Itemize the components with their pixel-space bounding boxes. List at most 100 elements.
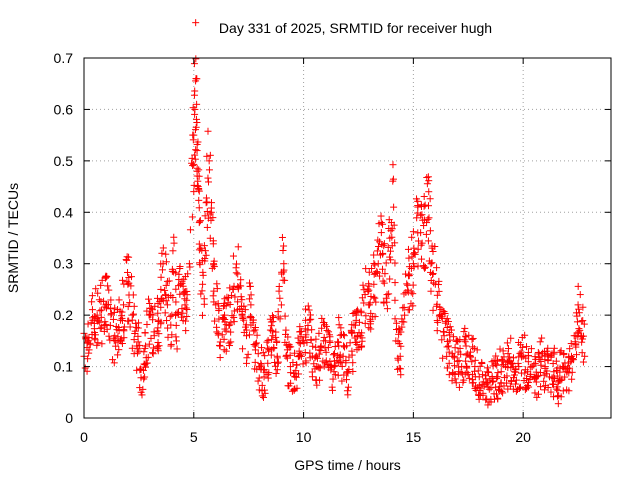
- data-point: [560, 351, 568, 359]
- data-point: [455, 383, 463, 391]
- data-point: [421, 263, 429, 271]
- data-point: [96, 307, 104, 315]
- plot-frame: [83, 57, 612, 419]
- data-point: [274, 313, 282, 321]
- data-point: [222, 327, 230, 335]
- data-point: [365, 286, 373, 294]
- data-point: [138, 391, 146, 399]
- data-point: [192, 146, 200, 154]
- data-point: [480, 382, 488, 390]
- data-point: [338, 377, 346, 385]
- data-point: [579, 303, 587, 311]
- data-point: [110, 359, 118, 367]
- data-point: [211, 317, 219, 325]
- data-point: [374, 236, 382, 244]
- data-point: [467, 348, 475, 356]
- data-point: [251, 358, 259, 366]
- data-point: [87, 319, 95, 327]
- y-tick-label: 0.1: [54, 359, 74, 375]
- data-point: [172, 285, 180, 293]
- data-point: [246, 279, 254, 287]
- data-point: [209, 214, 217, 222]
- data-point: [182, 304, 190, 312]
- data-point: [120, 334, 128, 342]
- data-point: [300, 339, 308, 347]
- data-point: [557, 393, 565, 401]
- data-point: [388, 225, 396, 233]
- data-point: [344, 369, 352, 377]
- data-point: [107, 305, 115, 313]
- data-point: [301, 348, 309, 356]
- data-point: [186, 263, 194, 271]
- data-point: [125, 317, 133, 325]
- data-point: [130, 350, 138, 358]
- data-point: [125, 279, 133, 287]
- data-point: [579, 317, 587, 325]
- data-point: [565, 369, 573, 377]
- data-point: [167, 342, 175, 350]
- data-point: [308, 373, 316, 381]
- data-point: [414, 237, 422, 245]
- data-point: [283, 354, 291, 362]
- data-point: [166, 312, 174, 320]
- data-point: [264, 359, 272, 367]
- x-tick-label: 0: [80, 429, 88, 445]
- data-point: [547, 353, 555, 361]
- data-point: [503, 372, 511, 380]
- data-point: [118, 314, 126, 322]
- data-point: [386, 247, 394, 255]
- data-point: [203, 223, 211, 231]
- data-point: [83, 367, 91, 375]
- data-point: [176, 290, 184, 298]
- data-point: [213, 285, 221, 293]
- data-point: [417, 241, 425, 249]
- data-point: [273, 338, 281, 346]
- x-axis-title: GPS time / hours: [294, 457, 401, 473]
- data-point: [445, 342, 453, 350]
- x-tick-label: 20: [515, 429, 531, 445]
- data-point: [400, 290, 408, 298]
- y-tick-label: 0.4: [54, 204, 74, 220]
- data-point: [210, 263, 218, 271]
- data-point: [566, 345, 574, 353]
- data-point: [136, 365, 144, 373]
- data-point: [521, 366, 529, 374]
- data-point: [208, 199, 216, 207]
- data-point: [331, 361, 339, 369]
- data-point: [173, 345, 181, 353]
- data-point: [410, 263, 418, 271]
- data-point: [348, 351, 356, 359]
- data-point: [181, 301, 189, 309]
- data-point: [413, 214, 421, 222]
- data-point: [556, 348, 564, 356]
- data-point: [234, 243, 242, 251]
- data-point: [360, 286, 368, 294]
- data-point: [499, 347, 507, 355]
- data-point: [533, 373, 541, 381]
- data-point: [409, 302, 417, 310]
- data-point: [106, 336, 114, 344]
- data-point: [338, 362, 346, 370]
- data-point: [266, 326, 274, 334]
- data-point: [91, 331, 99, 339]
- data-point: [508, 359, 516, 367]
- data-point: [100, 321, 108, 329]
- data-point: [550, 350, 558, 358]
- data-point: [469, 334, 477, 342]
- data-point: [538, 352, 546, 360]
- data-point: [357, 307, 365, 315]
- data-point: [322, 357, 330, 365]
- data-point: [292, 367, 300, 375]
- data-point: [215, 305, 223, 313]
- data-point: [100, 297, 108, 305]
- data-point: [428, 259, 436, 267]
- data-point: [140, 348, 148, 356]
- data-point: [273, 366, 281, 374]
- data-point: [476, 362, 484, 370]
- data-point: [230, 318, 238, 326]
- data-point: [115, 296, 123, 304]
- data-point: [407, 288, 415, 296]
- data-point: [316, 364, 324, 372]
- data-point: [281, 276, 289, 284]
- data-point: [131, 327, 139, 335]
